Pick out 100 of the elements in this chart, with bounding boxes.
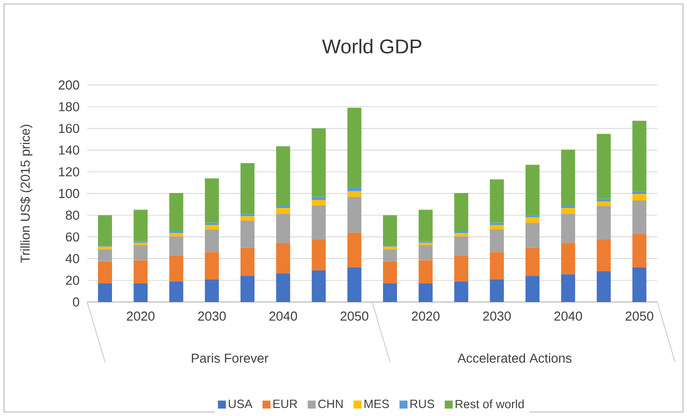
- bar: [312, 270, 326, 302]
- bar: [134, 284, 148, 302]
- bar: [204, 224, 219, 230]
- bar: [561, 274, 576, 302]
- bar: [418, 242, 433, 246]
- bar: [383, 284, 398, 302]
- bar: [490, 179, 504, 223]
- y-tick-label: 140: [59, 146, 80, 155]
- y-tick-label: 120: [59, 167, 80, 176]
- bar: [169, 233, 184, 236]
- bar: [204, 252, 219, 280]
- bar: [454, 236, 468, 256]
- bar: [490, 229, 504, 252]
- bar: [383, 261, 398, 284]
- bar: [383, 246, 398, 250]
- bar: [98, 246, 112, 250]
- bar: [134, 210, 148, 242]
- bar: [526, 217, 540, 223]
- bar: [561, 242, 576, 274]
- bar: [526, 222, 540, 248]
- bar: [240, 216, 255, 221]
- y-axis-title: Trillion US$ (2015 price): [20, 124, 32, 263]
- bar: [204, 229, 219, 252]
- bar: [596, 134, 611, 199]
- bar: [561, 150, 576, 206]
- bar: [134, 242, 148, 246]
- bar: [454, 233, 468, 236]
- x-tick-label: 2040: [554, 312, 582, 321]
- bar: [596, 239, 611, 272]
- bar: [169, 255, 184, 282]
- bar: [383, 249, 398, 262]
- x-tick-label: 2030: [483, 312, 511, 321]
- bar: [490, 224, 504, 230]
- legend-label: Rest of world: [456, 400, 524, 408]
- y-tick-label: 200: [58, 80, 80, 90]
- x-tick-label: 2020: [126, 312, 155, 321]
- bar: [454, 230, 468, 234]
- y-tick-label: 160: [59, 124, 80, 133]
- bar: [632, 234, 646, 268]
- bar: [418, 245, 433, 260]
- bar: [561, 206, 576, 208]
- bar: [169, 236, 184, 256]
- bar: [276, 214, 290, 243]
- bar: [561, 214, 576, 243]
- bar: [347, 232, 362, 268]
- x-tick-label: 2020: [412, 312, 440, 321]
- bar: [276, 273, 290, 302]
- y-tick-label: 60: [66, 232, 80, 242]
- bar: [490, 252, 504, 280]
- bar: [596, 271, 611, 302]
- bar: [312, 196, 326, 200]
- bar: [98, 284, 112, 302]
- bar: [240, 248, 255, 276]
- bar: [347, 196, 362, 233]
- bar: [276, 146, 290, 206]
- bar: [347, 188, 362, 192]
- legend-label: USA: [228, 400, 252, 408]
- bar: [312, 205, 326, 240]
- bar: [526, 164, 540, 216]
- bar: [312, 200, 326, 206]
- bar: [418, 260, 433, 284]
- bar: [169, 230, 184, 234]
- bar: [526, 276, 540, 302]
- bar: [632, 191, 646, 194]
- legend-label: RUS: [410, 400, 434, 408]
- bar: [632, 120, 646, 192]
- bar: [204, 178, 219, 223]
- x-tick-label: 2040: [269, 312, 298, 321]
- y-tick-label: 0: [72, 297, 80, 307]
- y-tick-label: 80: [66, 210, 80, 220]
- bar: [347, 191, 362, 197]
- bar: [632, 194, 646, 201]
- x-tick-label: 2050: [340, 312, 368, 321]
- bar: [632, 267, 646, 302]
- bar: [596, 198, 611, 202]
- bar: [596, 206, 611, 240]
- bar: [240, 276, 255, 302]
- bar: [169, 281, 184, 302]
- bar: [98, 261, 112, 284]
- bar: [240, 163, 255, 214]
- bar: [240, 220, 255, 248]
- bar: [596, 202, 611, 206]
- bar: [98, 215, 112, 246]
- y-tick-label: 180: [59, 102, 80, 112]
- bar: [134, 245, 148, 260]
- bar: [454, 192, 468, 231]
- bar: [526, 248, 540, 276]
- bar: [312, 128, 326, 197]
- legend-label: CHN: [318, 400, 343, 408]
- bar: [276, 208, 290, 214]
- bar: [134, 260, 148, 284]
- bar: [418, 210, 433, 242]
- bar: [169, 192, 184, 231]
- bar: [312, 239, 326, 271]
- bar: [454, 281, 468, 302]
- x-tick-label: 2030: [198, 312, 226, 321]
- bar: [98, 249, 112, 262]
- bar: [204, 279, 219, 302]
- x-tick-label: 2050: [626, 312, 654, 321]
- bar: [632, 200, 646, 234]
